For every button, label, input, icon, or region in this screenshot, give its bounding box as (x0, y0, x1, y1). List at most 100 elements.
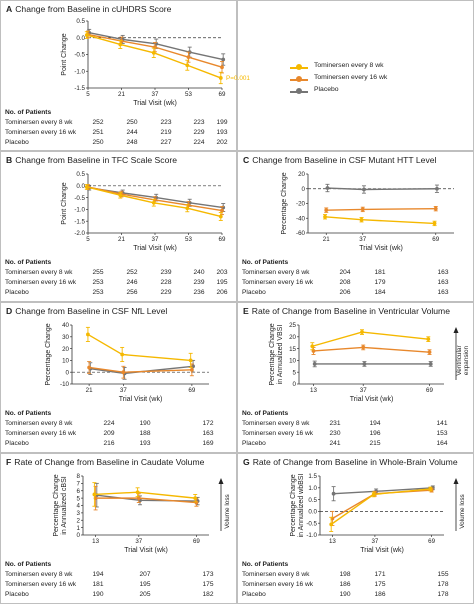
direction-annotation: Volume loss (224, 494, 231, 528)
data-point-tom8 (432, 221, 437, 226)
data-point-placebo (221, 57, 226, 62)
patients-count: 224 (193, 139, 205, 146)
x-tick-label: 13 (92, 538, 99, 545)
legend-panel (237, 0, 474, 151)
patients-row-label: Tominersen every 8 wk (5, 571, 73, 578)
panel-title: Rate of Change from Baseline in Caudate … (14, 457, 205, 467)
data-point-placebo (435, 186, 439, 191)
panel-title: Rate of Change from Baseline in Ventricu… (251, 306, 450, 316)
y-tick-label: 1.5 (308, 473, 317, 480)
patients-count: 179 (374, 279, 386, 286)
patients-count: 219 (160, 129, 172, 136)
y-axis-label: Percentage Changein Annualized cBSI (53, 474, 68, 536)
patients-count: 208 (339, 279, 351, 286)
patients-count: 163 (202, 430, 214, 437)
patients-count: 216 (103, 440, 115, 447)
x-tick-label: 21 (323, 236, 330, 243)
patients-header: No. of Patients (242, 259, 289, 266)
y-tick-label: 0.0 (76, 183, 85, 190)
patients-count: 164 (436, 440, 448, 447)
panel-title: Change from Baseline in cUHDRS Score (15, 4, 172, 14)
patients-row-label: Tominersen every 8 wk (5, 119, 73, 126)
x-tick-label: 37 (359, 236, 366, 243)
panel-title: Change from Baseline in CSF Mutant HTT L… (252, 155, 437, 165)
patients-row-tom8: Tominersen every 8 wk 198 171 155 (242, 570, 467, 580)
x-tick-label: 69 (219, 236, 226, 243)
panel-letter: G (243, 457, 250, 467)
chart-b: 0.5 0.0 -0.5 -1.0 -1.5 -2.05 21 37 53 69 Trial Vis… (61, 171, 226, 252)
series-line-tom16 (332, 489, 432, 520)
data-point-tom8 (92, 492, 97, 497)
patients-table-b: No. of Patients Tominersen every 8 wk 255 2… (5, 258, 230, 298)
panel-a: A Change from Baseline in cUHDRS Score (0, 0, 237, 151)
patients-row-placebo: Placebo 216 193 169 (5, 439, 230, 449)
patients-table-f: No. of Patients Tominersen every 8 wk 194 2… (5, 560, 230, 600)
patients-count: 255 (92, 269, 104, 276)
data-point-tom8 (323, 214, 327, 219)
panel-letter: D (6, 306, 13, 316)
series-line-tom16 (313, 346, 430, 353)
patients-count: 206 (216, 289, 228, 296)
patients-count: 141 (436, 420, 448, 427)
data-point-tom8 (188, 358, 193, 363)
patients-count: 198 (339, 571, 351, 578)
patients-row-label: Placebo (5, 139, 29, 146)
y-tick-label: 6 (77, 488, 81, 495)
y-tick-label: 0 (302, 186, 306, 193)
x-tick-label: 5 (86, 91, 90, 98)
data-point-tom8 (329, 522, 334, 527)
patients-count: 186 (339, 581, 351, 588)
panel-letter: A (6, 4, 13, 14)
patients-count: 190 (139, 420, 151, 427)
patients-count: 236 (193, 289, 205, 296)
patients-row-label: Placebo (242, 591, 266, 598)
patients-row-tom8: Tominersen every 8 wk 252 250 223 223 199 (5, 118, 230, 128)
data-point-tom8 (151, 50, 156, 55)
direction-annotation-line: expansion (463, 345, 470, 375)
y-tick-label: -20 (296, 201, 306, 208)
data-point-tom8 (118, 42, 123, 47)
x-axis-label: Trial Visit (wk) (360, 547, 404, 554)
panel-d: D Change from Baseline in CSF NfL Level (0, 302, 237, 453)
y-tick-label: 5 (293, 369, 297, 376)
x-tick-label: 21 (86, 387, 93, 394)
y-tick-label: 10 (289, 358, 296, 365)
patients-header: No. of Patients (5, 561, 52, 568)
y-tick-label: -1.0 (74, 207, 85, 214)
panel-title: Change from Baseline in CSF NfL Level (15, 306, 168, 316)
patients-row-tom16: Tominersen every 16 wk 186 175 178 (242, 580, 467, 590)
patients-table-g: No. of Patients Tominersen every 8 wk 198 1… (242, 560, 467, 600)
chart-a: 0.5 0.0 -0.5 -1.0 -1.55 21 37 53 69 Trial Visit (… (61, 18, 250, 107)
y-tick-label: -0.5 (306, 520, 317, 527)
patients-row-tom8: Tominersen every 8 wk 231 194 141 (242, 419, 467, 429)
y-tick-label: 20 (289, 334, 296, 341)
patients-row-tom16: Tominersen every 16 wk 230 196 153 (242, 429, 467, 439)
y-axis-label: Point Change (61, 33, 68, 76)
patients-count: 253 (92, 279, 104, 286)
data-point-tom16 (87, 365, 92, 370)
legend-item-tom16: Tominersen every 16 wk (290, 74, 387, 86)
x-tick-label: 69 (428, 538, 435, 545)
y-axis-label-line: Percentage Change (53, 474, 60, 536)
patients-header: No. of Patients (242, 410, 289, 417)
data-point-tom16 (360, 207, 365, 212)
y-tick-label: -1.0 (306, 532, 317, 539)
data-point-tom16 (186, 55, 191, 60)
y-tick-label: 30 (62, 334, 69, 341)
patients-row-label: Tominersen every 16 wk (5, 279, 77, 286)
patients-count: 171 (374, 571, 386, 578)
x-tick-label: 21 (118, 236, 125, 243)
patients-count: 186 (374, 591, 386, 598)
patients-row-label: Tominersen every 8 wk (242, 571, 310, 578)
panel-c: C Change from Baseline in CSF Mutant HTT … (237, 151, 474, 302)
patients-count: 182 (202, 591, 214, 598)
legend-marker (296, 64, 302, 70)
y-tick-label: 1.0 (308, 485, 317, 492)
patients-row-tom16: Tominersen every 16 wk 181 195 175 (5, 580, 230, 590)
patients-count: 188 (139, 430, 151, 437)
y-tick-label: 4 (77, 503, 81, 510)
patients-count: 207 (139, 571, 151, 578)
patients-count: 241 (329, 440, 341, 447)
data-point-placebo (362, 362, 367, 366)
patients-count: 169 (202, 440, 214, 447)
